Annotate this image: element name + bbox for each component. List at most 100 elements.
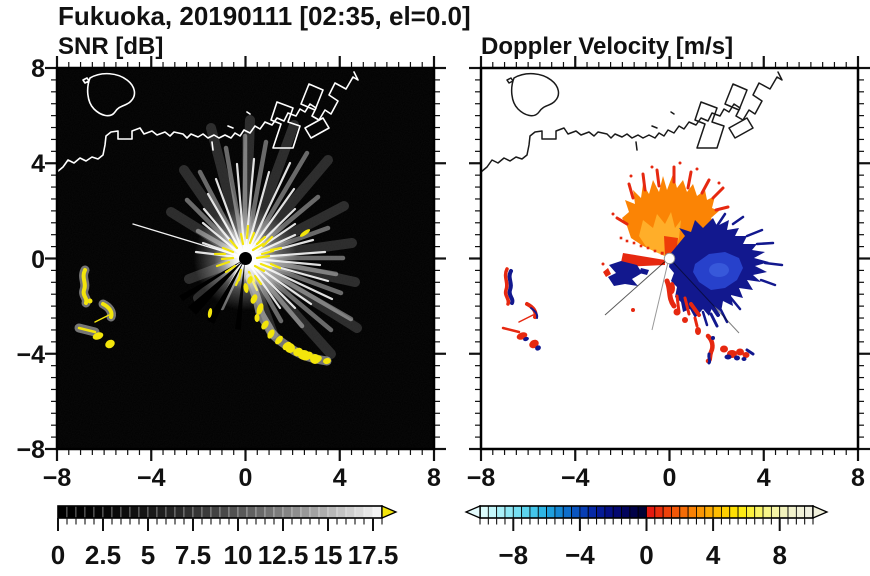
colorbar-segment <box>762 505 772 519</box>
colorbar-segment <box>579 505 589 519</box>
colorbar-segment <box>237 505 248 519</box>
x-tick-label: 0 <box>662 464 677 492</box>
colorbar-segment <box>787 505 797 519</box>
colorbar-segment <box>192 505 203 519</box>
snr-clutter-arcs <box>74 265 116 349</box>
doppler-clutter-arcs <box>501 261 642 351</box>
snr-panel-title: SNR [dB] <box>58 33 164 60</box>
colorbar-segment <box>84 505 95 519</box>
colorbar-segment <box>282 505 293 519</box>
y-tick-label: 8 <box>31 55 45 83</box>
colorbar-label: 8 <box>772 540 786 570</box>
colorbar-segment <box>219 505 230 519</box>
colorbar-segment <box>596 505 606 519</box>
colorbar-label: 0 <box>51 540 65 570</box>
x-tick-label: 0 <box>238 464 253 492</box>
colorbar-label: 5 <box>141 540 155 570</box>
doppler-spokes <box>604 257 740 334</box>
colorbar-label: 7.5 <box>175 540 211 570</box>
colorbar-segment <box>704 505 714 519</box>
colorbar-segment <box>93 505 104 519</box>
colorbar-segment <box>255 505 266 519</box>
y-tick-label: 0 <box>31 245 45 274</box>
doppler-red-fringe <box>631 278 701 335</box>
x-tick-label: 4 <box>332 464 347 492</box>
doppler-dotted-ray <box>619 236 664 255</box>
colorbar-segment <box>546 505 556 519</box>
colorbar-segment <box>604 505 614 519</box>
doppler-axis-ticks <box>469 56 870 461</box>
colorbar-segment <box>562 505 572 519</box>
colorbar-label: 15 <box>314 540 343 570</box>
doppler-negative-lobe <box>669 212 784 328</box>
colorbar-label: 12.5 <box>258 540 309 570</box>
colorbar-segment <box>737 505 747 519</box>
radar-origin-dot <box>239 252 252 265</box>
colorbar-segment <box>372 505 383 519</box>
x-tick-label: −8 <box>42 464 72 492</box>
colorbar-segment <box>662 505 672 519</box>
colorbar-segment <box>554 505 564 519</box>
colorbar-segment <box>696 505 706 519</box>
doppler-panel <box>469 56 870 461</box>
colorbar-over-arrow <box>812 505 829 519</box>
snr-yellow-echoes <box>74 224 332 366</box>
colorbar-segment <box>147 505 158 519</box>
colorbar-segment <box>479 505 489 519</box>
colorbar-segment <box>129 505 140 519</box>
colorbar-segment <box>745 505 756 519</box>
colorbar-label: 10 <box>224 540 253 570</box>
colorbar-segment <box>300 505 311 519</box>
doppler-plot <box>469 56 870 461</box>
colorbar-label: −4 <box>565 540 595 570</box>
colorbar-segment <box>521 505 531 519</box>
colorbar-segment <box>165 505 176 519</box>
colorbar-segment <box>363 505 374 519</box>
colorbar-segment <box>679 505 689 519</box>
doppler-x-axis-labels: −8 −4 0 4 8 <box>467 464 865 498</box>
colorbar-over-arrow <box>381 505 398 519</box>
colorbar-segment <box>587 505 597 519</box>
x-tick-label: −4 <box>136 464 166 492</box>
colorbar-label: 0 <box>639 540 653 570</box>
colorbar-segment <box>646 505 656 519</box>
colorbar-segment <box>687 505 697 519</box>
colorbar-segment <box>264 505 275 519</box>
colorbar-segment <box>138 505 149 519</box>
colorbar-segment <box>612 505 622 519</box>
colorbar-segment <box>629 505 639 519</box>
doppler-clutter-chain <box>705 333 755 365</box>
colorbar-segment <box>273 505 284 519</box>
colorbar-label: −8 <box>498 540 528 570</box>
colorbar-segment <box>354 505 365 519</box>
y-tick-label: 4 <box>31 150 45 179</box>
x-tick-label: −4 <box>560 464 590 492</box>
colorbar-segment <box>571 505 581 519</box>
radar-origin-circle <box>663 252 676 265</box>
colorbar-segment <box>512 505 523 519</box>
snr-panel <box>45 56 446 461</box>
colorbar-segment <box>183 505 194 519</box>
colorbar-segment <box>529 505 539 519</box>
colorbar-segment <box>770 505 781 519</box>
x-tick-label: 8 <box>427 464 441 492</box>
y-axis-labels: 8 4 0 −4 −8 <box>0 55 45 464</box>
colorbar-label: 4 <box>706 540 721 570</box>
colorbar-under-arrow <box>464 505 481 519</box>
x-tick-label: 4 <box>756 464 771 492</box>
colorbar-segment <box>487 505 498 519</box>
colorbar-segment <box>156 505 167 519</box>
x-tick-label: −8 <box>466 464 496 492</box>
colorbar-segment <box>210 505 221 519</box>
colorbar-segment <box>496 505 506 519</box>
colorbar-segment <box>795 505 806 519</box>
colorbar-segment <box>754 505 764 519</box>
colorbar-segment <box>174 505 185 519</box>
colorbar-segment <box>309 505 320 519</box>
colorbar-segment <box>327 505 338 519</box>
colorbar-segment <box>102 505 113 519</box>
colorbar-label: 17.5 <box>348 540 399 570</box>
colorbar-segment <box>654 505 664 519</box>
x-tick-label: 8 <box>851 464 865 492</box>
